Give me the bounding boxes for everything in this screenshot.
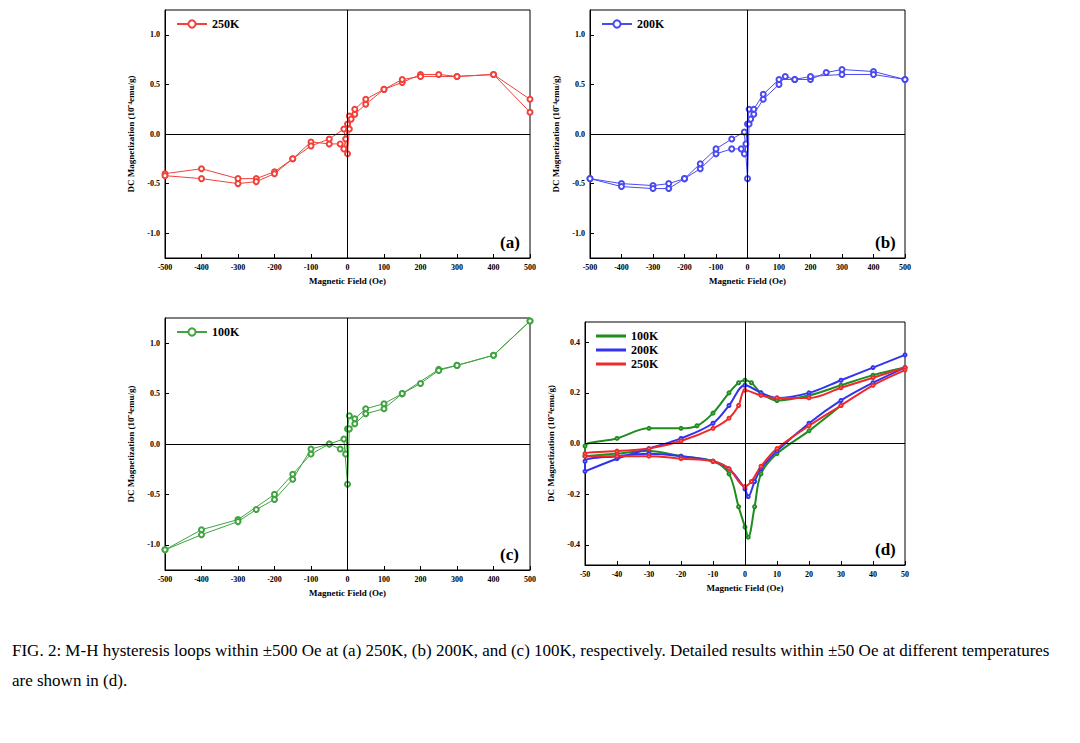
svg-text:-100: -100 — [304, 575, 319, 584]
svg-text:30: 30 — [837, 570, 845, 579]
svg-text:0: 0 — [346, 575, 350, 584]
svg-text:200K: 200K — [631, 343, 659, 357]
svg-text:-200: -200 — [267, 263, 282, 272]
svg-text:10: 10 — [773, 570, 781, 579]
svg-text:100K: 100K — [212, 325, 240, 339]
svg-text:-0.5: -0.5 — [147, 490, 160, 499]
svg-text:-200: -200 — [677, 263, 692, 272]
svg-text:-300: -300 — [231, 263, 246, 272]
svg-text:DC Magnetization (10⁻⁴emu/g): DC Magnetization (10⁻⁴emu/g) — [126, 75, 136, 192]
svg-text:-0.5: -0.5 — [147, 179, 160, 188]
svg-text:0.5: 0.5 — [575, 80, 585, 89]
svg-text:Magnetic Field (Oe): Magnetic Field (Oe) — [707, 583, 784, 593]
svg-text:DC Magnetization (10⁻⁴emu/g): DC Magnetization (10⁻⁴emu/g) — [126, 385, 136, 502]
svg-text:250K: 250K — [631, 357, 659, 371]
svg-text:-400: -400 — [194, 575, 209, 584]
svg-text:0: 0 — [346, 263, 350, 272]
svg-text:-0.4: -0.4 — [567, 540, 580, 549]
svg-text:1.0: 1.0 — [150, 30, 160, 39]
svg-text:500: 500 — [524, 575, 536, 584]
svg-text:-30: -30 — [644, 570, 655, 579]
svg-text:200: 200 — [805, 263, 817, 272]
svg-text:0.0: 0.0 — [150, 130, 160, 139]
svg-text:0.5: 0.5 — [150, 80, 160, 89]
svg-text:(c): (c) — [500, 545, 519, 564]
svg-text:-0.5: -0.5 — [572, 179, 585, 188]
svg-text:200K: 200K — [637, 17, 665, 31]
svg-text:-0.2: -0.2 — [567, 490, 580, 499]
svg-text:300: 300 — [451, 575, 463, 584]
svg-text:20: 20 — [805, 570, 813, 579]
svg-text:0.4: 0.4 — [570, 338, 580, 347]
svg-text:DC Magnetization (10⁻⁴emu/g): DC Magnetization (10⁻⁴emu/g) — [546, 385, 556, 502]
svg-text:-100: -100 — [709, 263, 724, 272]
svg-text:-10: -10 — [708, 570, 719, 579]
svg-text:100: 100 — [773, 263, 785, 272]
svg-text:1.0: 1.0 — [150, 339, 160, 348]
svg-text:Magnetic Field (Oe): Magnetic Field (Oe) — [309, 276, 386, 286]
svg-text:300: 300 — [836, 263, 848, 272]
svg-text:-200: -200 — [267, 575, 282, 584]
svg-text:DC Magnetization (10⁻⁴emu/g): DC Magnetization (10⁻⁴emu/g) — [551, 75, 561, 192]
svg-text:300: 300 — [451, 263, 463, 272]
html-text:FIG. 2: M-H hysteresis loops w: FIG. 2: M-H hysteresis loops within ±500… — [12, 641, 1050, 690]
svg-text:-300: -300 — [231, 575, 246, 584]
svg-text:-1.0: -1.0 — [572, 229, 585, 238]
svg-text:(a): (a) — [500, 233, 520, 252]
svg-text:-500: -500 — [158, 575, 173, 584]
svg-text:100: 100 — [378, 575, 390, 584]
svg-text:400: 400 — [868, 263, 880, 272]
svg-text:400: 400 — [488, 575, 500, 584]
svg-text:Magnetic Field (Oe): Magnetic Field (Oe) — [309, 588, 386, 598]
svg-text:0.5: 0.5 — [150, 389, 160, 398]
svg-text:-500: -500 — [158, 263, 173, 272]
svg-text:Magnetic Field (Oe): Magnetic Field (Oe) — [709, 276, 786, 286]
svg-text:200: 200 — [415, 263, 427, 272]
svg-text:-1.0: -1.0 — [147, 540, 160, 549]
svg-text:500: 500 — [524, 263, 536, 272]
svg-text:100K: 100K — [631, 329, 659, 343]
svg-text:-20: -20 — [676, 570, 687, 579]
svg-text:250K: 250K — [212, 17, 240, 31]
svg-text:50: 50 — [901, 570, 909, 579]
svg-text:200: 200 — [415, 575, 427, 584]
svg-text:-50: -50 — [580, 570, 591, 579]
svg-text:-1.0: -1.0 — [147, 229, 160, 238]
svg-text:0.2: 0.2 — [570, 388, 580, 397]
svg-text:(b): (b) — [875, 233, 896, 252]
svg-text:0.0: 0.0 — [575, 130, 585, 139]
svg-text:0.0: 0.0 — [150, 440, 160, 449]
svg-text:500: 500 — [899, 263, 911, 272]
svg-text:100: 100 — [378, 263, 390, 272]
svg-text:0.0: 0.0 — [570, 439, 580, 448]
svg-text:-40: -40 — [612, 570, 623, 579]
svg-text:-100: -100 — [304, 263, 319, 272]
svg-text:(d): (d) — [875, 540, 896, 559]
svg-text:-300: -300 — [646, 263, 661, 272]
svg-text:-400: -400 — [194, 263, 209, 272]
svg-text:400: 400 — [488, 263, 500, 272]
svg-text:0: 0 — [746, 263, 750, 272]
svg-text:1.0: 1.0 — [575, 30, 585, 39]
svg-text:40: 40 — [869, 570, 877, 579]
svg-text:-400: -400 — [614, 263, 629, 272]
svg-text:-500: -500 — [583, 263, 598, 272]
svg-text:0: 0 — [743, 570, 747, 579]
